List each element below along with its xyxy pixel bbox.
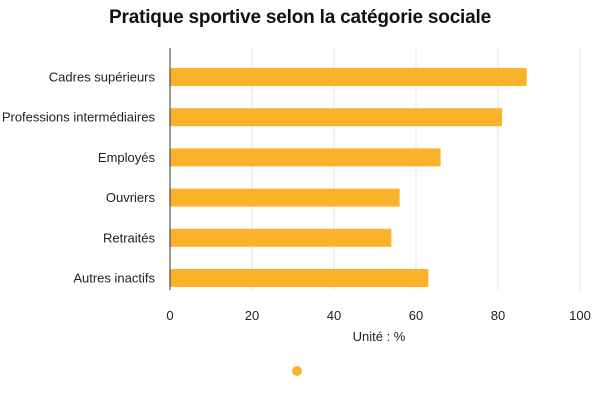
bar-0 — [170, 68, 527, 86]
bars — [170, 68, 527, 287]
category-label-1: Professions intermédiaires — [2, 110, 156, 125]
x-tick-100: 100 — [569, 308, 591, 323]
x-tick-labels: 0 20 40 60 80 100 — [166, 308, 590, 323]
x-tick-80: 80 — [491, 308, 505, 323]
category-label-5: Autres inactifs — [73, 271, 155, 286]
gridlines — [251, 48, 581, 290]
legend-marker-0 — [292, 366, 302, 376]
x-tick-0: 0 — [166, 308, 173, 323]
category-label-3: Ouvriers — [106, 190, 156, 205]
legend — [292, 366, 302, 376]
x-tick-40: 40 — [327, 308, 341, 323]
bar-4 — [170, 228, 392, 247]
category-label-0: Cadres supérieurs — [49, 70, 156, 85]
x-axis-title: Unité : % — [353, 329, 406, 344]
x-tick-20: 20 — [245, 308, 259, 323]
category-labels: Cadres supérieurs Professions intermédiai… — [2, 70, 156, 286]
bar-5 — [170, 269, 429, 287]
chart-title: Pratique sportive selon la catégorie soc… — [109, 7, 491, 28]
bar-3 — [170, 188, 400, 207]
bar-2 — [170, 148, 441, 167]
category-label-2: Employés — [98, 150, 156, 165]
x-tick-60: 60 — [409, 308, 423, 323]
category-label-4: Retraités — [103, 230, 156, 245]
bar-1 — [170, 108, 503, 127]
